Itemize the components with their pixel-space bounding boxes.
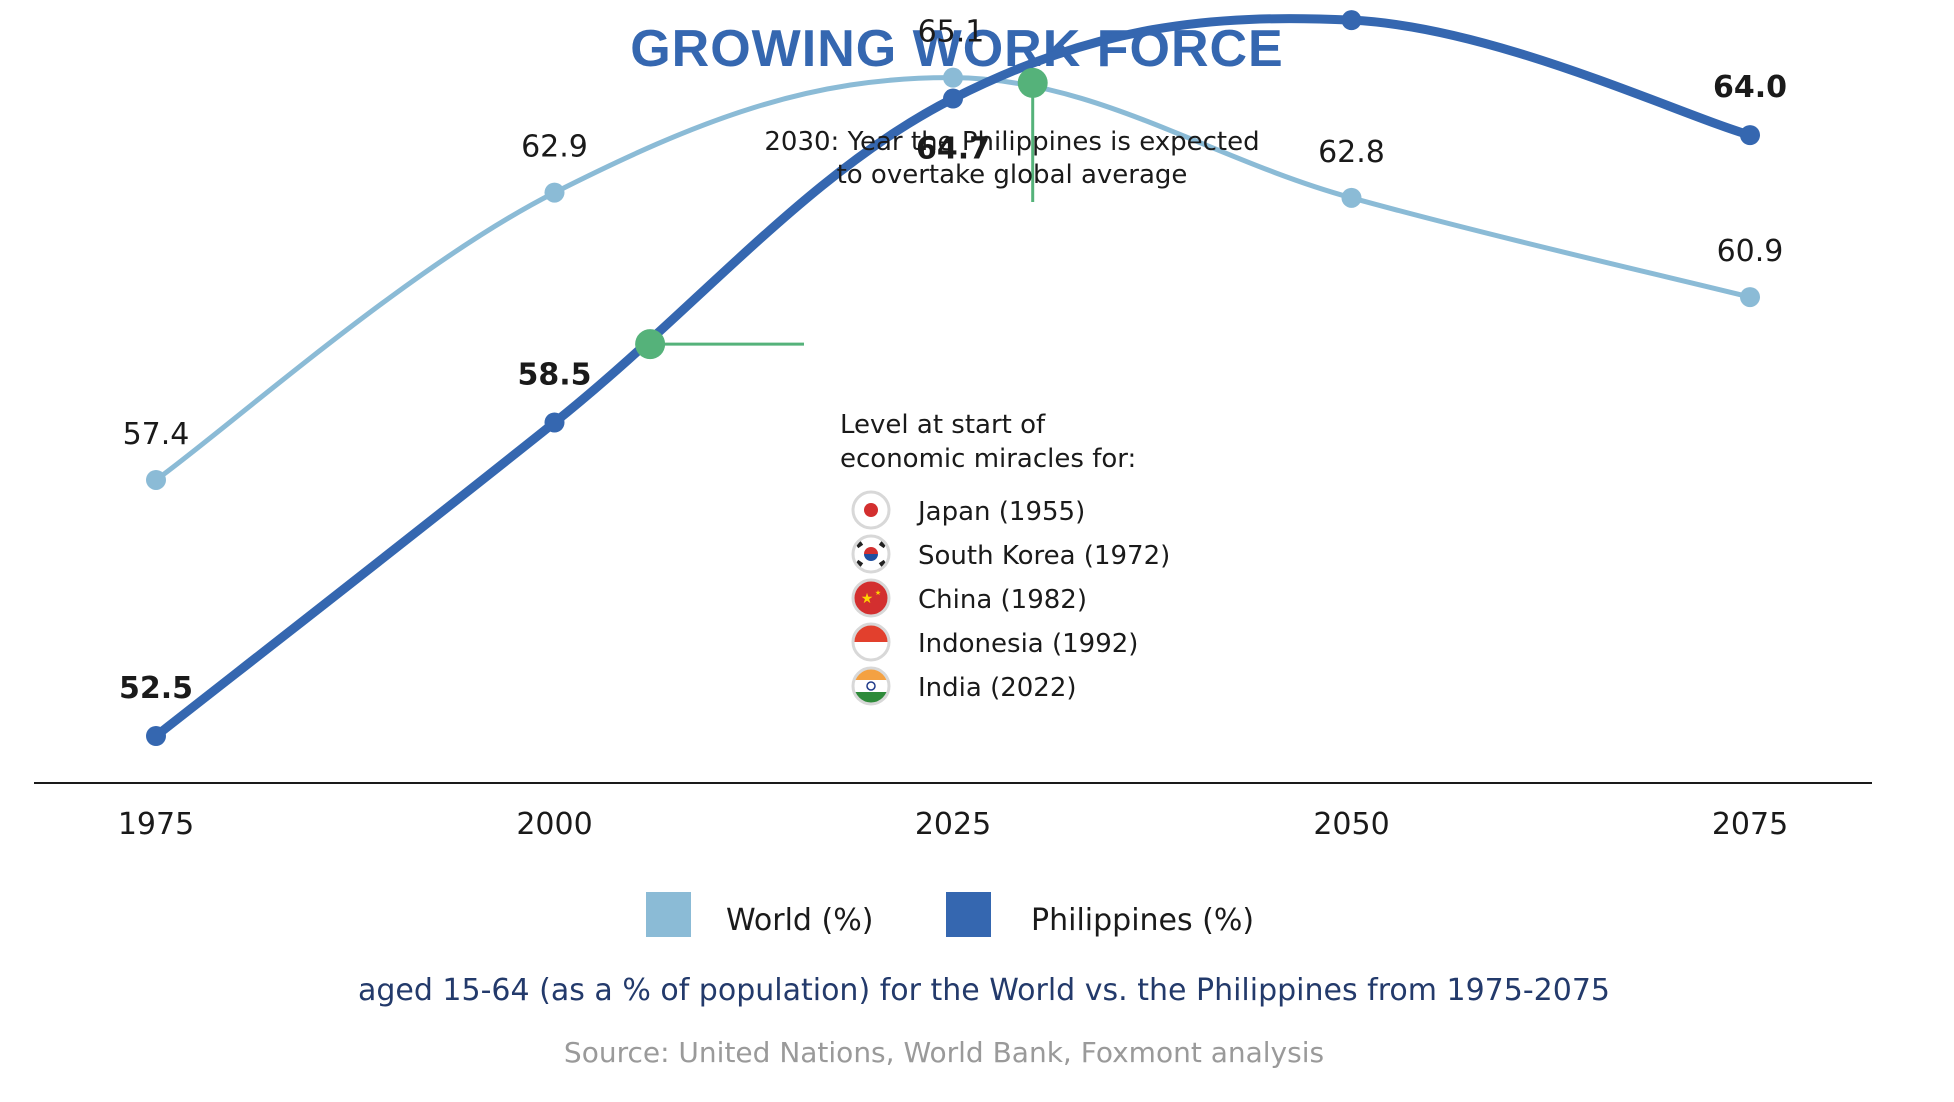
indonesia-flag-icon-ring	[851, 622, 891, 662]
world-label-2050: 62.8	[1318, 135, 1385, 170]
world-point-2050	[1341, 187, 1362, 208]
miracle-item-2: South Korea (1972)	[851, 534, 1170, 574]
miracle-item-label-5: India (2022)	[918, 673, 1077, 703]
philippines-label-2000: 58.5	[517, 358, 591, 393]
philippines-line	[151, 14, 1755, 741]
philippines-label-2025: 64.7	[916, 132, 990, 167]
chart-source: Source: United Nations, World Bank, Foxm…	[564, 1036, 1324, 1069]
miracles-annotation-line-1: Level at start of	[840, 410, 1046, 440]
x-tick-2050: 2050	[1313, 807, 1389, 842]
legend-swatch-philippines	[946, 892, 991, 937]
china-flag-icon-ring	[851, 578, 891, 618]
philippines-point-1975	[146, 726, 166, 746]
legend: World (%) Philippines (%)	[646, 892, 1254, 938]
miracle-item-1: Japan (1955)	[851, 490, 1085, 530]
chart-subtitle: aged 15-64 (as a % of population) for th…	[358, 973, 1610, 1008]
india-flag-white	[853, 680, 889, 692]
point-layer	[146, 10, 1760, 746]
world-label-2025: 65.1	[918, 15, 985, 50]
world-point-1975	[146, 469, 166, 490]
miracle-item-label-4: Indonesia (1992)	[918, 629, 1138, 659]
world-label-1975: 57.4	[123, 417, 190, 452]
korea-flag-yang	[864, 547, 878, 554]
japan-flag-sun	[864, 503, 878, 517]
miracle-item-label-1: Japan (1955)	[916, 497, 1085, 527]
world-point-2000	[544, 182, 565, 203]
philippines-label-1975: 52.5	[119, 671, 193, 706]
korea-flag-yin	[864, 554, 878, 561]
india-flag-icon-ring	[851, 666, 891, 706]
miracles-annotation-line-2: economic miracles for:	[840, 444, 1136, 474]
world-point-2075	[1740, 287, 1760, 308]
china-flag-small-stars: ★	[875, 589, 881, 597]
philippines-label-2075: 64.0	[1713, 70, 1787, 105]
crossover-annotation-line-1: 2030: Year the Philippines is expected	[764, 127, 1259, 157]
legend-item-world: World (%)	[646, 892, 873, 938]
japan-flag-icon-ring	[851, 490, 891, 530]
legend-item-philippines: Philippines (%)	[946, 892, 1254, 938]
x-tick-1975: 1975	[118, 807, 194, 842]
philippines-point-2000	[544, 412, 565, 433]
indonesia-flag-icon	[853, 624, 889, 660]
x-tick-2025: 2025	[915, 807, 991, 842]
miracle-item-label-3: China (1982)	[918, 585, 1087, 615]
crossover-marker	[1017, 67, 1048, 98]
world-label-2075: 60.9	[1717, 234, 1784, 269]
india-flag-chakra	[866, 681, 876, 691]
philippines-point-2025	[943, 88, 963, 109]
label-layer: 57.462.965.162.860.952.558.564.766.264.0	[119, 15, 1787, 706]
legend-swatch-world	[646, 892, 691, 937]
world-label-2000: 62.9	[521, 130, 588, 165]
miracles-marker	[635, 329, 666, 360]
x-axis: 1975 2000 2025 2050 2075	[34, 782, 1872, 842]
south-korea-flag-icon-ring	[851, 534, 891, 574]
crossover-annotation-line-2: to overtake global average	[837, 160, 1188, 190]
indonesia-flag-white	[853, 642, 889, 660]
miracle-item-4: Indonesia (1992)	[851, 622, 1138, 662]
philippines-point-2075	[1740, 125, 1760, 146]
x-tick-2000: 2000	[516, 807, 592, 842]
x-tick-2075: 2075	[1712, 807, 1788, 842]
legend-label-world: World (%)	[726, 903, 873, 938]
miracle-item-3: ★ ★ China (1982)	[851, 578, 1087, 618]
annotation-layer: 2030: Year the Philippines is expectedto…	[660, 68, 1260, 706]
philippines-point-2050	[1341, 10, 1362, 31]
miracle-item-5: India (2022)	[851, 666, 1077, 706]
legend-label-philippines: Philippines (%)	[1031, 903, 1254, 938]
china-flag-star: ★	[861, 591, 874, 607]
miracle-item-label-2: South Korea (1972)	[918, 541, 1170, 571]
indonesia-flag-red	[853, 624, 889, 642]
world-point-2025	[943, 67, 963, 88]
